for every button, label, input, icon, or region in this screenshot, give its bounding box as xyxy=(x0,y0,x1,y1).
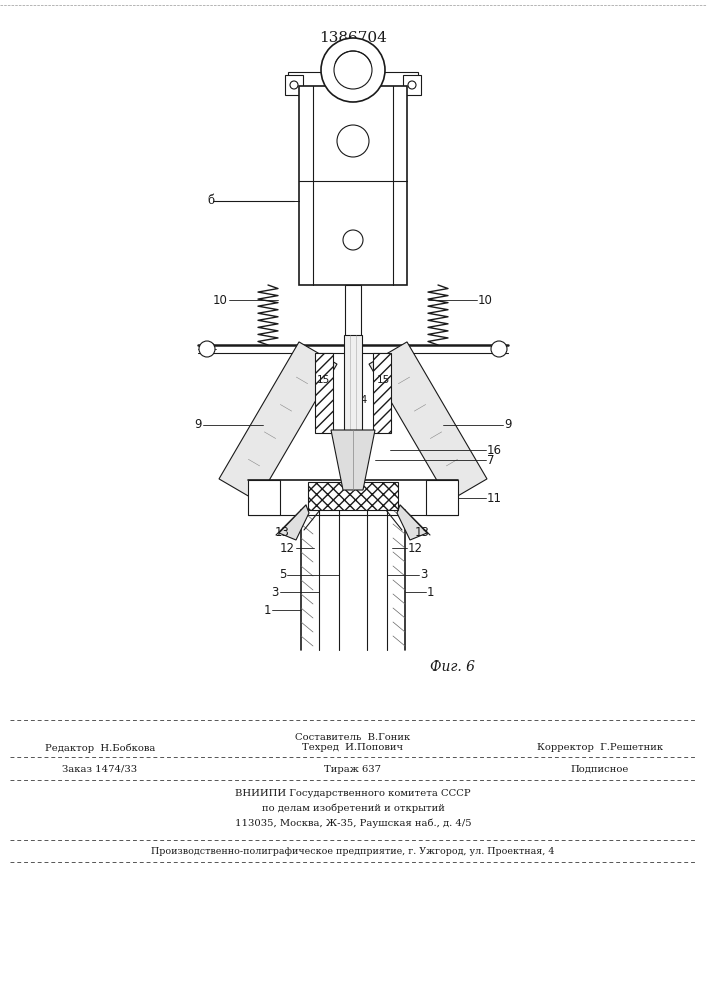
Bar xyxy=(344,335,362,475)
Text: 113035, Москва, Ж-35, Раушская наб., д. 4/5: 113035, Москва, Ж-35, Раушская наб., д. … xyxy=(235,818,472,828)
Circle shape xyxy=(334,51,372,89)
Bar xyxy=(248,480,280,515)
Polygon shape xyxy=(331,430,375,490)
Text: 9: 9 xyxy=(194,418,202,432)
Text: Корректор  Г.Решетник: Корректор Г.Решетник xyxy=(537,744,663,752)
Circle shape xyxy=(321,38,385,102)
Text: 5: 5 xyxy=(279,568,286,582)
Text: 15: 15 xyxy=(376,375,390,385)
Text: 1: 1 xyxy=(427,585,435,598)
Circle shape xyxy=(491,341,507,357)
Polygon shape xyxy=(397,505,427,540)
Text: 12: 12 xyxy=(280,542,295,554)
Text: Составитель  В.Гоник: Составитель В.Гоник xyxy=(296,734,411,742)
Polygon shape xyxy=(369,342,487,501)
Bar xyxy=(426,480,458,515)
Text: 13: 13 xyxy=(415,526,430,538)
Text: ВНИИПИ Государственного комитета СССР: ВНИИПИ Государственного комитета СССР xyxy=(235,788,471,798)
Bar xyxy=(285,75,303,95)
Text: 1: 1 xyxy=(264,603,271,616)
Text: Заказ 1474/33: Заказ 1474/33 xyxy=(62,764,138,774)
Bar xyxy=(403,75,421,95)
Text: Подписное: Подписное xyxy=(571,764,629,774)
Text: б: б xyxy=(208,194,215,208)
Text: 10: 10 xyxy=(478,294,493,306)
Text: 3: 3 xyxy=(420,568,427,582)
Circle shape xyxy=(343,230,363,250)
Polygon shape xyxy=(279,505,309,540)
Text: 14: 14 xyxy=(355,395,368,405)
Circle shape xyxy=(290,81,298,89)
Text: 11: 11 xyxy=(487,491,502,504)
Circle shape xyxy=(408,81,416,89)
Text: Техред  И.Попович: Техред И.Попович xyxy=(303,744,404,752)
Text: Редактор  Н.Бобкова: Редактор Н.Бобкова xyxy=(45,743,156,753)
Bar xyxy=(308,482,398,510)
Text: по делам изобретений и открытий: по делам изобретений и открытий xyxy=(262,803,445,813)
Bar xyxy=(288,72,418,86)
Text: Фиг. 6: Фиг. 6 xyxy=(430,660,475,674)
Text: Производственно-полиграфическое предприятие, г. Ужгород, ул. Проектная, 4: Производственно-полиграфическое предприя… xyxy=(151,846,555,856)
Circle shape xyxy=(199,341,215,357)
Text: Тираж 637: Тираж 637 xyxy=(325,764,382,774)
Text: 12: 12 xyxy=(408,542,423,554)
Text: 9: 9 xyxy=(504,418,511,432)
Bar xyxy=(373,353,391,433)
Bar xyxy=(299,86,407,285)
Polygon shape xyxy=(219,342,337,501)
Text: 7: 7 xyxy=(487,454,494,466)
Text: 8: 8 xyxy=(208,342,215,356)
Text: 3: 3 xyxy=(271,585,279,598)
Bar xyxy=(345,285,361,430)
Text: 1386704: 1386704 xyxy=(319,31,387,45)
Circle shape xyxy=(337,125,369,157)
Text: 15: 15 xyxy=(316,375,329,385)
Text: 13: 13 xyxy=(275,526,290,538)
Bar xyxy=(315,353,333,433)
Text: 16: 16 xyxy=(487,444,502,456)
Text: 10: 10 xyxy=(213,294,228,306)
